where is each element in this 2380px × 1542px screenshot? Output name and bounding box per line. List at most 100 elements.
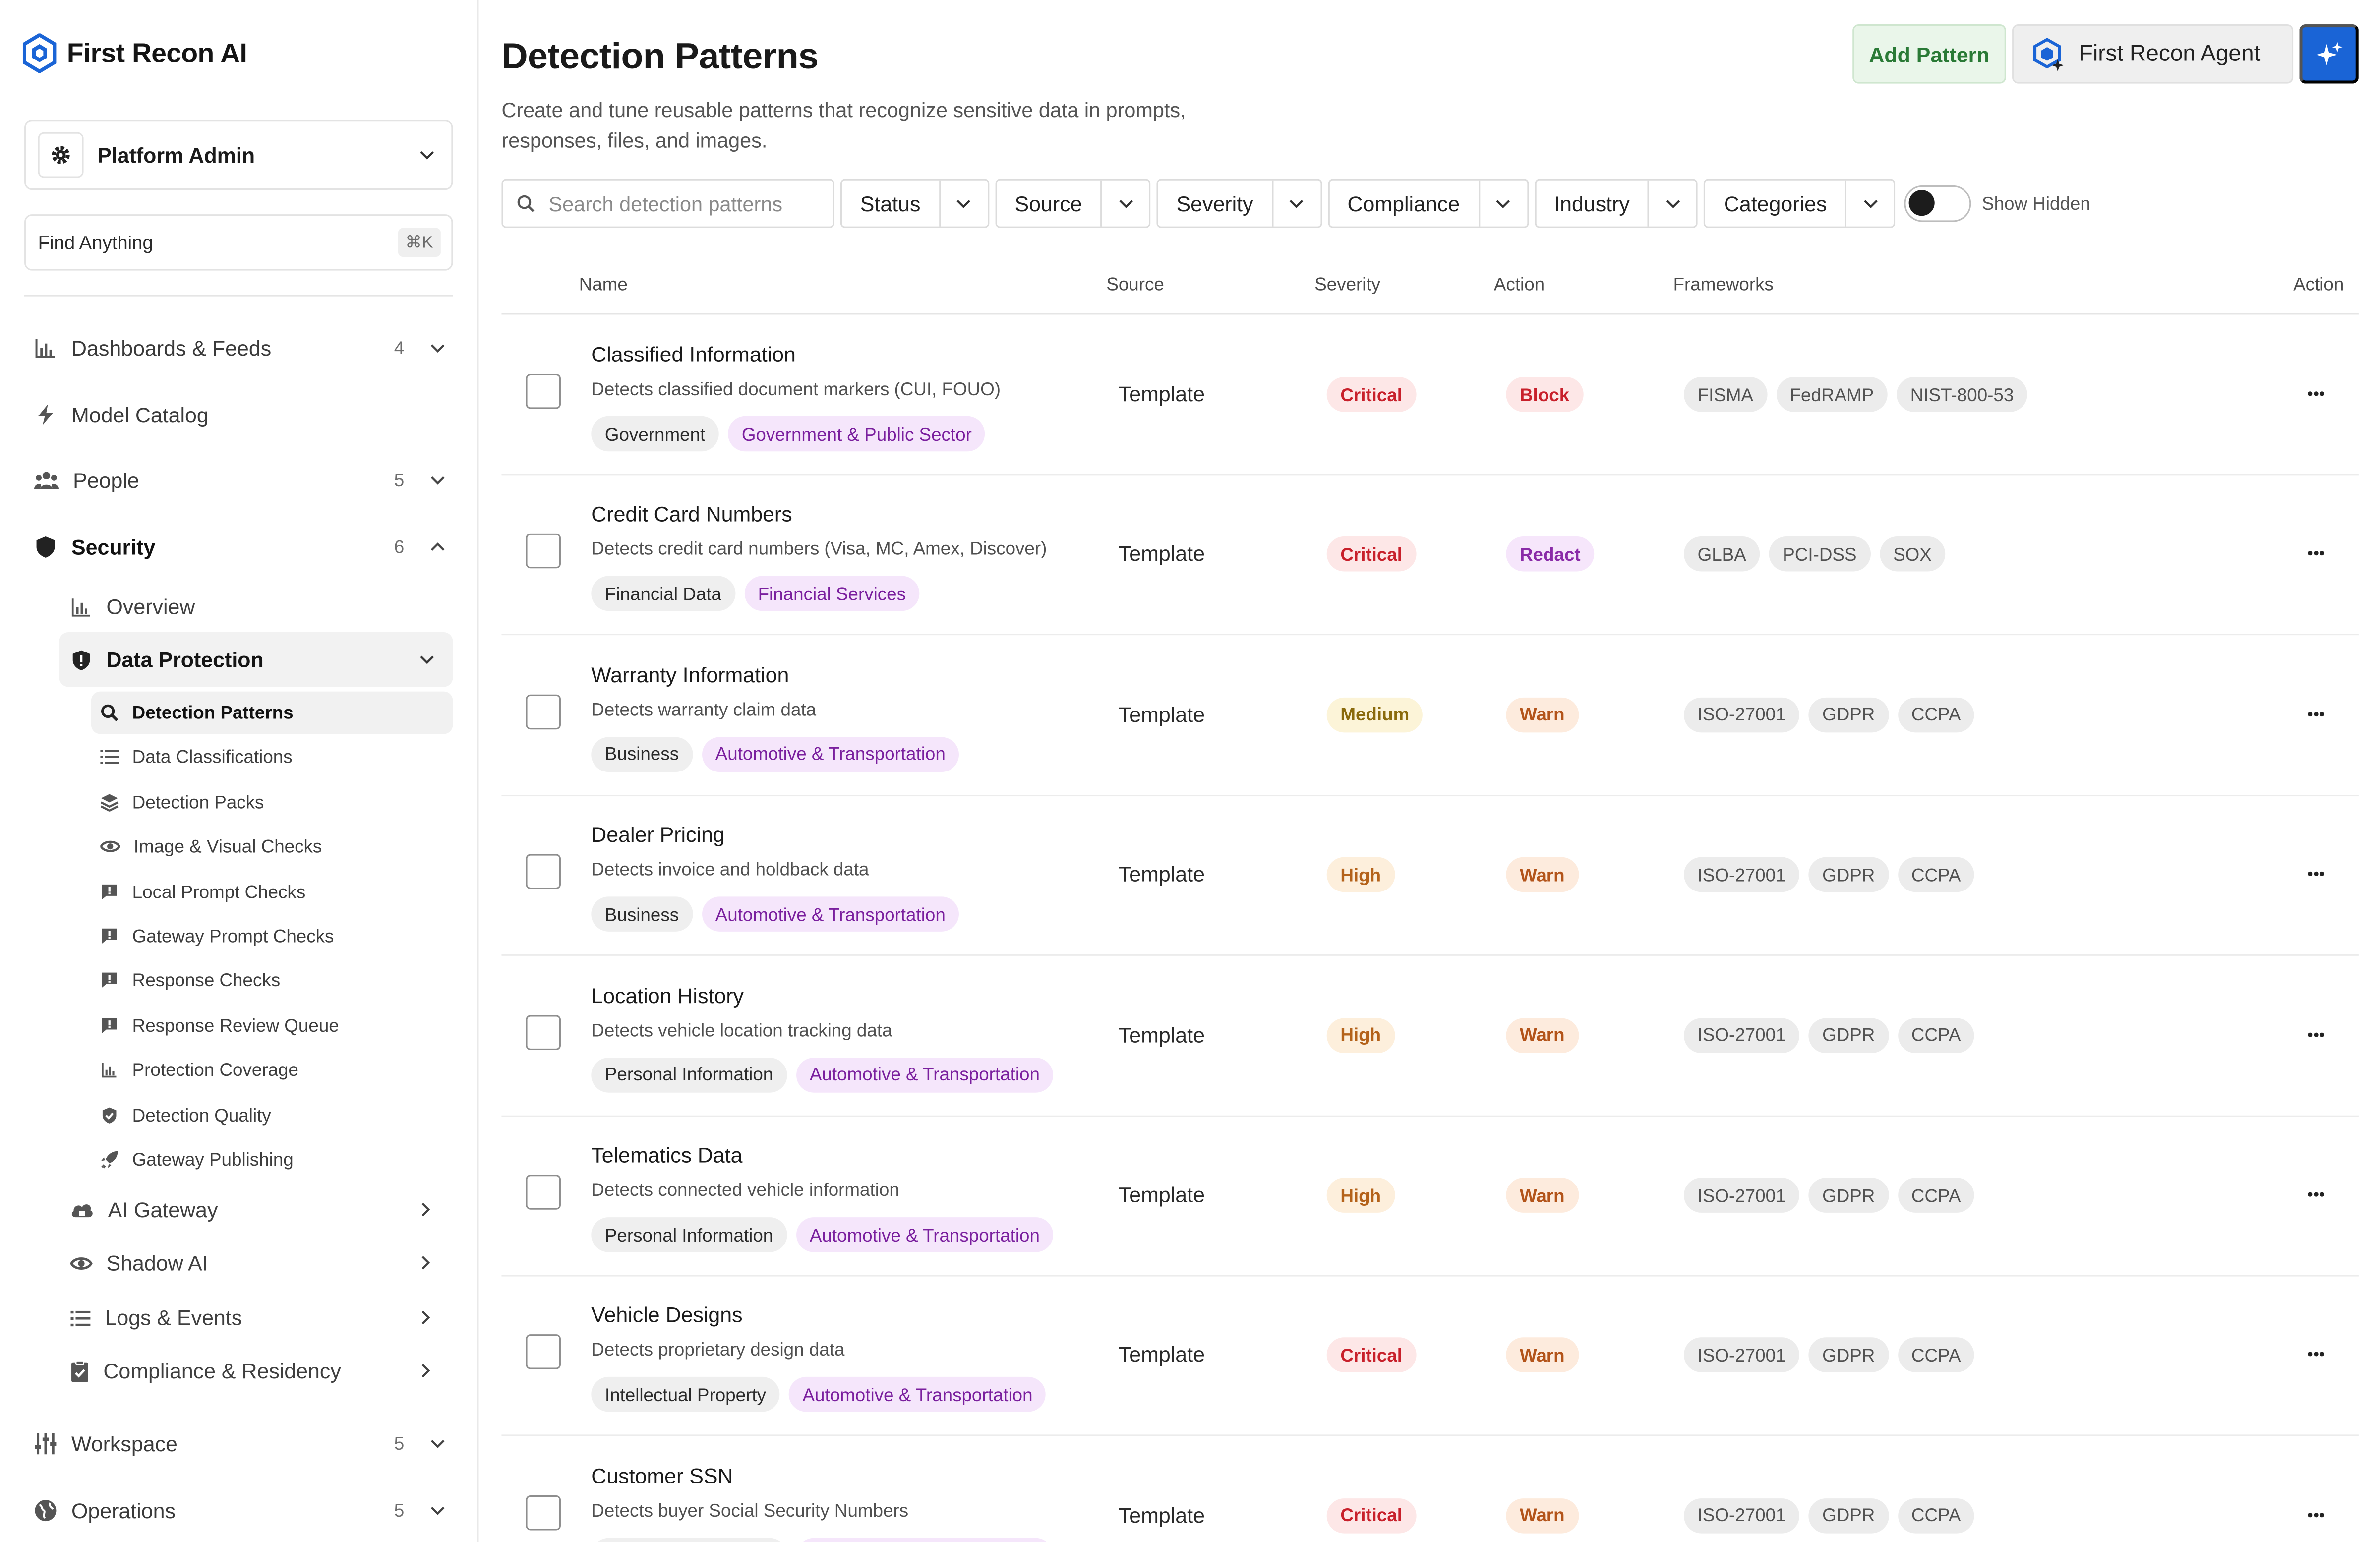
column-header-severity[interactable]: Severity bbox=[1314, 273, 1381, 295]
framework-badge: GDPR bbox=[1808, 1338, 1889, 1373]
nav-data-protection[interactable]: Data Protection bbox=[59, 632, 453, 687]
more-actions-button[interactable] bbox=[2299, 1500, 2332, 1530]
nav-compliance-residency[interactable]: Compliance & Residency bbox=[70, 1348, 450, 1394]
chevron-down-icon[interactable] bbox=[1478, 180, 1527, 227]
nav-operations[interactable]: Operations 5 bbox=[33, 1488, 447, 1534]
nav-security[interactable]: Security 6 bbox=[33, 524, 447, 570]
category-tag: Government bbox=[591, 416, 719, 452]
more-actions-button[interactable] bbox=[2299, 1019, 2332, 1049]
row-checkbox[interactable] bbox=[526, 854, 561, 890]
pattern-name[interactable]: Vehicle Designs bbox=[591, 1303, 743, 1327]
table-row[interactable]: Customer SSN Detects buyer Social Securit… bbox=[501, 1437, 2358, 1542]
row-checkbox[interactable] bbox=[526, 534, 561, 569]
more-actions-button[interactable] bbox=[2299, 699, 2332, 729]
nav-gateway-publishing[interactable]: Gateway Publishing bbox=[91, 1138, 453, 1181]
more-horizontal-icon bbox=[2307, 1191, 2325, 1197]
chevron-down-icon[interactable] bbox=[1648, 180, 1697, 227]
table-row[interactable]: Telematics Data Detects connected vehicle… bbox=[501, 1117, 2359, 1277]
chevron-down-icon[interactable] bbox=[1100, 180, 1149, 227]
agent-button[interactable]: First Recon Agent bbox=[2012, 24, 2294, 84]
row-checkbox[interactable] bbox=[526, 1014, 561, 1050]
table-row[interactable]: Vehicle Designs Detects proprietary desig… bbox=[501, 1277, 2359, 1437]
nav-label: AI Gateway bbox=[108, 1197, 218, 1222]
row-checkbox[interactable] bbox=[526, 373, 561, 409]
table-row[interactable]: Dealer Pricing Detects invoice and holdba… bbox=[501, 797, 2359, 956]
pattern-tags: Personal Information Automotive & Transpo… bbox=[591, 1057, 1054, 1092]
chevron-down-icon[interactable] bbox=[939, 180, 987, 227]
pattern-name[interactable]: Location History bbox=[591, 982, 744, 1007]
nav-detection-packs[interactable]: Detection Packs bbox=[91, 781, 453, 824]
row-checkbox[interactable] bbox=[526, 1175, 561, 1210]
nav-response-checks[interactable]: Response Checks bbox=[91, 959, 453, 1002]
table-row[interactable]: Credit Card Numbers Detects credit card n… bbox=[501, 476, 2359, 636]
brand[interactable]: First Recon AI bbox=[22, 33, 247, 73]
nav-overview[interactable]: Overview bbox=[70, 584, 450, 629]
table-row[interactable]: Warranty Information Detects warranty cla… bbox=[501, 637, 2359, 796]
severity-badge: Critical bbox=[1326, 537, 1416, 572]
find-anything[interactable]: Find Anything ⌘K bbox=[24, 214, 453, 271]
more-actions-button[interactable] bbox=[2299, 1339, 2332, 1369]
framework-badge: GLBA bbox=[1684, 537, 1760, 572]
pattern-name[interactable]: Credit Card Numbers bbox=[591, 502, 792, 527]
pattern-name[interactable]: Dealer Pricing bbox=[591, 822, 725, 847]
more-actions-button[interactable] bbox=[2299, 1179, 2332, 1209]
org-switcher[interactable]: Platform Admin bbox=[24, 120, 453, 190]
add-pattern-button[interactable]: Add Pattern bbox=[1852, 24, 2006, 84]
rocket-icon bbox=[100, 1150, 119, 1169]
row-checkbox[interactable] bbox=[526, 694, 561, 729]
nav-data-classifications[interactable]: Data Classifications bbox=[91, 735, 453, 778]
severity-filter[interactable]: Severity bbox=[1156, 179, 1322, 228]
nav-dashboards[interactable]: Dashboards & Feeds 4 bbox=[33, 325, 447, 371]
source-filter[interactable]: Source bbox=[995, 179, 1151, 228]
column-header-frameworks[interactable]: Frameworks bbox=[1673, 273, 1774, 295]
row-checkbox[interactable] bbox=[526, 1495, 561, 1530]
industry-filter[interactable]: Industry bbox=[1534, 179, 1698, 228]
pattern-name[interactable]: Warranty Information bbox=[591, 662, 789, 687]
chevron-down-icon[interactable] bbox=[1271, 180, 1320, 227]
column-header-name[interactable]: Name bbox=[579, 273, 628, 295]
chevron-down-icon[interactable] bbox=[1845, 180, 1894, 227]
column-header-action[interactable]: Action bbox=[1493, 273, 1545, 295]
nav-shadow-ai[interactable]: Shadow AI bbox=[70, 1240, 450, 1286]
search-input[interactable] bbox=[548, 192, 823, 215]
framework-badge: PCI-DSS bbox=[1769, 537, 1871, 572]
nav-response-review-queue[interactable]: Response Review Queue bbox=[91, 1005, 453, 1047]
search-box[interactable] bbox=[501, 179, 834, 228]
framework-badge: GDPR bbox=[1808, 697, 1889, 732]
more-actions-button[interactable] bbox=[2299, 538, 2332, 569]
nav-detection-patterns[interactable]: Detection Patterns bbox=[91, 691, 453, 734]
nav-protection-coverage[interactable]: Protection Coverage bbox=[91, 1049, 453, 1091]
category-tag: Personal Information bbox=[591, 1538, 787, 1542]
nav-logs-events[interactable]: Logs & Events bbox=[70, 1295, 450, 1340]
nav-workspace[interactable]: Workspace 5 bbox=[33, 1421, 447, 1467]
industry-filter-label: Industry bbox=[1554, 191, 1630, 216]
pattern-source: Template bbox=[1118, 702, 1205, 726]
table-row[interactable]: Classified Information Detects classified… bbox=[501, 316, 2359, 476]
nav-gateway-prompt-checks[interactable]: Gateway Prompt Checks bbox=[91, 915, 453, 957]
column-header-source[interactable]: Source bbox=[1106, 273, 1164, 295]
nav-detection-quality[interactable]: Detection Quality bbox=[91, 1094, 453, 1137]
nav-label: Model Catalog bbox=[71, 403, 209, 427]
categories-filter[interactable]: Categories bbox=[1704, 179, 1896, 228]
framework-badge: GDPR bbox=[1808, 1178, 1889, 1213]
clipboard-check-icon bbox=[70, 1359, 90, 1382]
nav-label: Data Protection bbox=[106, 647, 264, 672]
pattern-name[interactable]: Classified Information bbox=[591, 342, 796, 366]
table-header: Name Source Severity Action Frameworks A… bbox=[501, 258, 2359, 315]
nav-ai-gateway[interactable]: AI Gateway bbox=[70, 1187, 450, 1233]
table-row[interactable]: Location History Detects vehicle location… bbox=[501, 957, 2359, 1117]
status-filter[interactable]: Status bbox=[840, 179, 989, 228]
compliance-filter[interactable]: Compliance bbox=[1327, 179, 1529, 228]
sparkle-button[interactable] bbox=[2299, 24, 2359, 84]
pattern-name[interactable]: Telematics Data bbox=[591, 1142, 743, 1167]
show-hidden-toggle[interactable] bbox=[1904, 185, 1971, 222]
more-actions-button[interactable] bbox=[2299, 859, 2332, 889]
pattern-name[interactable]: Customer SSN bbox=[591, 1463, 733, 1488]
nav-people[interactable]: People 5 bbox=[33, 458, 447, 503]
nav-model-catalog[interactable]: Model Catalog bbox=[33, 392, 447, 438]
row-checkbox[interactable] bbox=[526, 1335, 561, 1370]
framework-badge: CCPA bbox=[1898, 1498, 1974, 1533]
nav-image-visual-checks[interactable]: Image & Visual Checks bbox=[91, 825, 453, 868]
more-actions-button[interactable] bbox=[2299, 378, 2332, 409]
nav-local-prompt-checks[interactable]: Local Prompt Checks bbox=[91, 871, 453, 913]
